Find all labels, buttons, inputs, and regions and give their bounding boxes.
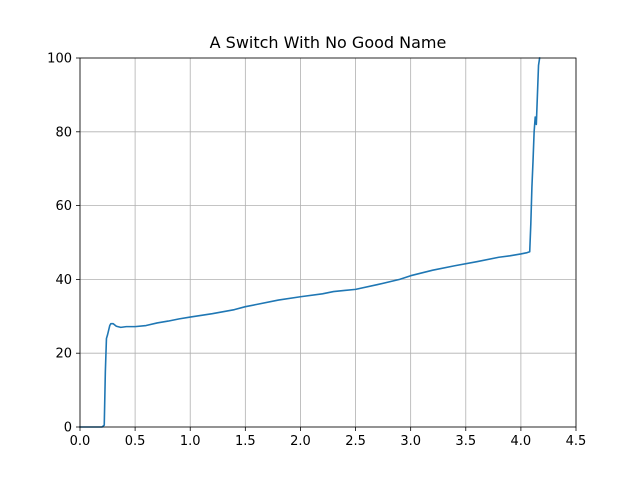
grid-layer [79,57,577,428]
x-tick-label: 2.0 [290,434,311,449]
series-layer [79,57,541,428]
y-tick-label: 60 [55,199,72,214]
tick-layer: 0.0 0.5 1.0 1.5 2.0 2.5 3.0 3.5 4.0 4.5 0 20 40 60 80 1… [47,52,586,450]
x-tick-label: 3.0 [400,434,421,449]
x-tick-label: 1.5 [235,434,256,449]
y-tick-label: 40 [55,273,72,288]
x-tick-label: 4.0 [511,434,532,449]
x-tick-label: 4.5 [566,434,587,449]
y-tick-label: 100 [47,52,72,67]
chart-title: A Switch With No Good Name [210,33,447,52]
plot-frame [79,57,577,428]
x-tick-label: 2.5 [345,434,366,449]
series-line [79,57,541,428]
y-tick-label: 80 [55,125,72,140]
x-tick-label: 0.0 [70,434,91,449]
y-tick-label: 0 [64,421,72,436]
y-tick-label: 20 [55,347,72,362]
x-tick-label: 1.0 [180,434,201,449]
x-tick-label: 3.5 [455,434,476,449]
x-tick-label: 0.5 [125,434,146,449]
